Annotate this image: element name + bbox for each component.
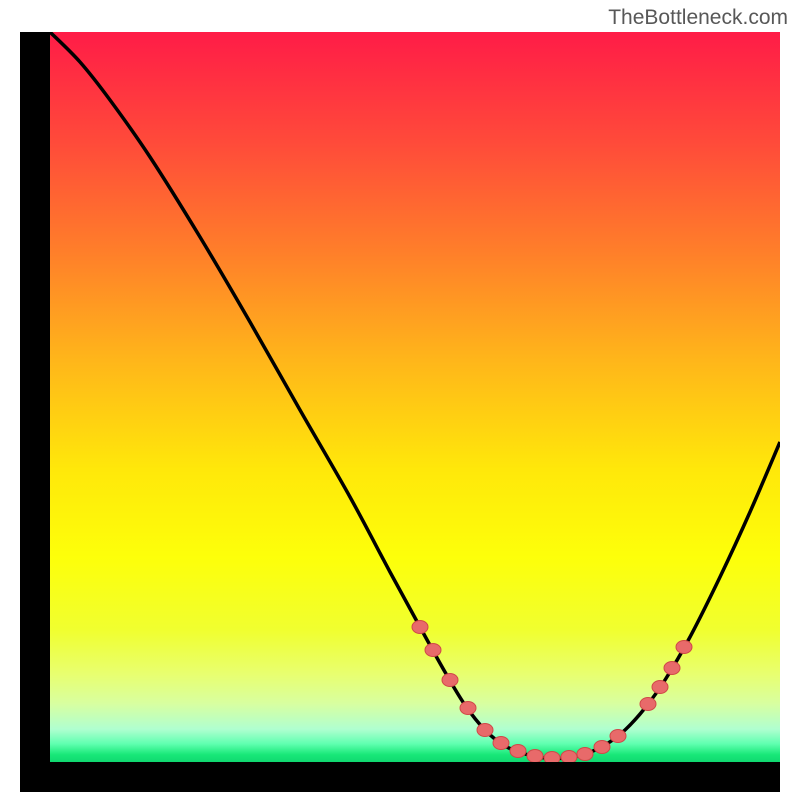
curve-marker bbox=[442, 674, 458, 687]
curve-marker bbox=[460, 702, 476, 715]
curve-marker bbox=[594, 741, 610, 754]
curve-marker bbox=[412, 621, 428, 634]
chart-plot-area bbox=[50, 32, 780, 762]
curve-marker bbox=[610, 730, 626, 743]
curve-marker bbox=[425, 644, 441, 657]
curve-marker bbox=[561, 751, 577, 763]
curve-marker bbox=[652, 681, 668, 694]
curve-marker bbox=[510, 745, 526, 758]
curve-marker bbox=[527, 750, 543, 763]
curve-marker bbox=[664, 662, 680, 675]
curve-marker bbox=[477, 724, 493, 737]
chart-background bbox=[50, 32, 780, 762]
curve-marker bbox=[577, 748, 593, 761]
chart-outer-frame bbox=[20, 32, 780, 792]
curve-marker bbox=[493, 737, 509, 750]
curve-marker bbox=[544, 752, 560, 763]
curve-marker bbox=[676, 641, 692, 654]
curve-marker bbox=[640, 698, 656, 711]
watermark-text: TheBottleneck.com bbox=[608, 6, 788, 30]
chart-svg bbox=[50, 32, 780, 762]
